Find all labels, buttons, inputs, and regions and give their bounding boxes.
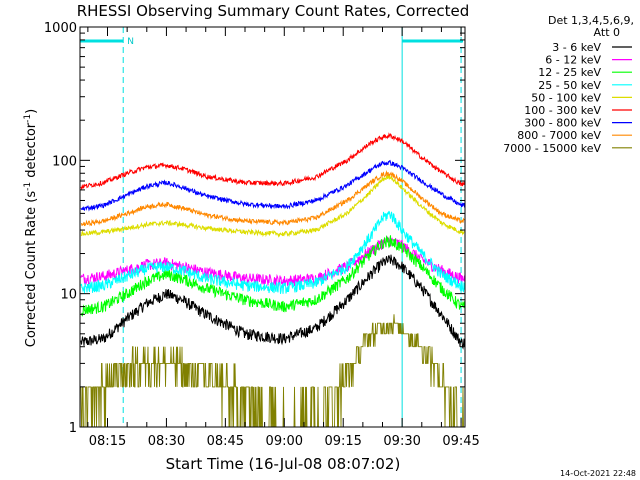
y-axis-label-end: ) bbox=[24, 109, 39, 114]
y-axis-label-main: Corrected Count Rate (s bbox=[24, 191, 39, 348]
legend-label-9: 7000 - 15000 keV bbox=[503, 142, 601, 155]
x-tick-label: 09:30 bbox=[383, 434, 420, 449]
legend-header-line2: Att 0 bbox=[594, 26, 620, 39]
legend-label-5: 50 - 100 keV bbox=[531, 91, 601, 104]
legend-label-6: 100 - 300 keV bbox=[524, 104, 601, 117]
x-tick-label: 08:15 bbox=[89, 434, 126, 449]
x-tick-label: 09:00 bbox=[266, 434, 303, 449]
legend-label-3: 12 - 25 keV bbox=[538, 66, 601, 79]
series-line-3 bbox=[80, 234, 465, 317]
x-tick-label: 09:45 bbox=[442, 434, 479, 449]
axes: 1 10 100 1000 08:15 08:30 08:45 09:00 09:15 09:30… bbox=[44, 21, 480, 449]
y-axis-label-sup1: -1 bbox=[23, 182, 33, 191]
y-axis-label-mid: detector bbox=[24, 122, 39, 182]
y-tick-label: 1 bbox=[69, 421, 77, 436]
y-tick-label: 10 bbox=[60, 288, 77, 303]
legend-label-4: 25 - 50 keV bbox=[538, 79, 601, 92]
series-line-6 bbox=[80, 132, 465, 191]
series-line-7 bbox=[80, 159, 465, 212]
footer-date: 14-Oct-2021 22:48 bbox=[560, 469, 636, 478]
series-line-5 bbox=[80, 174, 465, 238]
series-line-8 bbox=[81, 169, 465, 227]
plot-frame bbox=[79, 26, 466, 428]
y-tick-label: 1000 bbox=[44, 21, 77, 36]
legend-label-7: 300 - 800 keV bbox=[524, 117, 601, 130]
x-tick-label: 09:15 bbox=[324, 434, 361, 449]
legend-label-1: 3 - 6 keV bbox=[552, 41, 601, 54]
x-axis-label: Start Time (16-Jul-08 08:07:02) bbox=[166, 455, 401, 473]
legend-header-line1: Det 1,3,4,5,6,9, bbox=[548, 14, 634, 27]
y-tick-label: 100 bbox=[52, 154, 77, 169]
series-line-9 bbox=[80, 314, 465, 428]
x-tick-label: 08:45 bbox=[207, 434, 244, 449]
y-axis-label-sup2: -1 bbox=[23, 114, 33, 123]
y-axis-label: Corrected Count Rate (s-1 detector-1) bbox=[23, 109, 39, 347]
legend-label-2: 6 - 12 keV bbox=[545, 54, 601, 67]
attenuator-bar-label: N bbox=[127, 37, 134, 47]
series-line-1 bbox=[80, 254, 465, 350]
chart-title: RHESSI Observing Summary Count Rates, Co… bbox=[77, 2, 470, 20]
plot-area: N bbox=[79, 27, 465, 428]
series-line-2 bbox=[80, 236, 465, 287]
plot-border bbox=[79, 26, 466, 428]
x-tick-label: 08:30 bbox=[148, 434, 185, 449]
legend-label-8: 800 - 7000 keV bbox=[517, 129, 601, 142]
series-line-4 bbox=[80, 210, 465, 294]
